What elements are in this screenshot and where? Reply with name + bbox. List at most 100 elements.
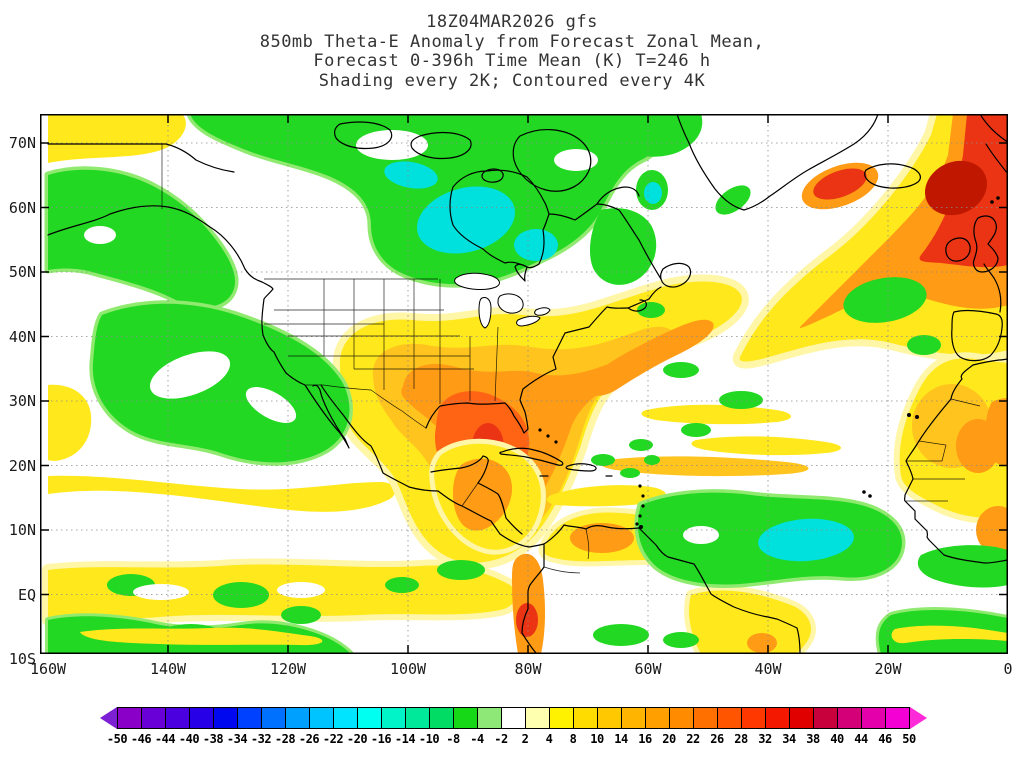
map-graphic: [747, 633, 777, 653]
map-graphic: [644, 182, 662, 204]
map-graphic: [320, 384, 545, 548]
map-graphic: [461, 482, 479, 507]
map-graphic: [538, 428, 542, 432]
colorbar: [100, 707, 927, 729]
map-graphic: [44, 166, 239, 311]
colorbar-segment: [742, 708, 766, 728]
map-graphic: [416, 186, 516, 254]
map-graphic: [494, 326, 499, 402]
map-graphic: [715, 185, 751, 215]
colorbar-tick-label: -28: [274, 732, 296, 746]
theta-e-anomaly-map: [40, 107, 1020, 659]
map-graphic: [213, 582, 269, 608]
map-graphic: [304, 384, 350, 449]
colorbar-tick-label: 10: [590, 732, 604, 746]
colorbar-segment: [382, 708, 406, 728]
chart-title-block: 18Z04MAR2026 gfs 850mb Theta-E Anomaly f…: [0, 12, 1024, 91]
map-graphic: [512, 129, 592, 192]
map-graphic: [641, 504, 645, 508]
map-graphic: [591, 454, 615, 466]
colorbar-segments: [117, 707, 910, 729]
lat-tick-label: 20N: [8, 456, 36, 475]
map-graphic: [452, 458, 513, 531]
colorbar-tick-label: -46: [130, 732, 152, 746]
colorbar-segment: [814, 708, 838, 728]
colorbar-tick-label: -14: [394, 732, 416, 746]
map-graphic: [907, 335, 941, 355]
island-dots: [538, 196, 1000, 529]
map-graphic: [585, 528, 590, 560]
map-graphic: [985, 398, 1008, 466]
colorbar-segment: [550, 708, 574, 728]
map-graphic: [639, 525, 643, 529]
colorbar-tick-label: 50: [902, 732, 916, 746]
colorbar-tick-label: -22: [322, 732, 344, 746]
colorbar-segment: [118, 708, 142, 728]
map-graphic: [449, 169, 598, 269]
map-graphic: [683, 526, 719, 544]
colorbar-tick-label: -2: [494, 732, 508, 746]
colorbar-tick-label: -40: [178, 732, 200, 746]
map-graphic: [481, 168, 504, 183]
colorbar-tick-label: 28: [734, 732, 748, 746]
map-graphic: [425, 298, 650, 434]
map-graphic: [149, 351, 231, 399]
map-graphic: [133, 584, 189, 600]
map-graphic: [48, 114, 186, 163]
map-graphic: [499, 447, 564, 466]
lon-tick-label: 140W: [149, 660, 187, 678]
map-graphic: [903, 364, 1009, 564]
map-graphic: [589, 208, 657, 285]
colorbar-segment: [166, 708, 190, 728]
map-graphic: [47, 143, 235, 173]
colorbar-tick-label: -20: [346, 732, 368, 746]
colorbar-segment: [502, 708, 526, 728]
map-graphic: [277, 582, 325, 598]
colorbar-segment: [454, 708, 478, 728]
colorbar-left-arrow: [100, 707, 117, 729]
colorbar-tick-label: 44: [854, 732, 868, 746]
political-borders: [161, 144, 981, 574]
chart-title: 850mb Theta-E Anomaly from Forecast Zona…: [259, 31, 765, 52]
colorbar-segment: [886, 708, 909, 728]
map-graphic: [543, 524, 801, 655]
map-graphic: [691, 436, 841, 456]
map-graphic: [983, 263, 1002, 313]
colorbar-segment: [838, 708, 862, 728]
lat-tick-label: 40N: [8, 327, 36, 346]
colorbar-tick-label: 34: [782, 732, 796, 746]
map-plot-area: [40, 107, 1020, 659]
map-graphic: [593, 624, 649, 646]
model-run-title: 18Z04MAR2026 gfs: [426, 12, 598, 32]
colorbar-tick-label: 8: [569, 732, 577, 746]
map-graphic: [915, 415, 919, 419]
map-graphic: [546, 485, 666, 507]
map-graphic: [972, 215, 999, 273]
colorbar-segment: [214, 708, 238, 728]
map-graphic: [596, 186, 640, 205]
map-graphic: [676, 113, 879, 211]
map-graphic: [843, 277, 927, 323]
map-graphic: [663, 362, 699, 378]
map-graphic: [478, 297, 492, 329]
colorbar-tick-label: 22: [686, 732, 700, 746]
map-graphic: [663, 632, 699, 648]
lat-tick-label: 10S: [8, 650, 36, 668]
colorbar-tick-label: 14: [614, 732, 628, 746]
map-graphic: [410, 131, 472, 160]
map-graphic: [600, 114, 703, 157]
map-graphic: [516, 315, 541, 327]
colorbar-tick-label: -50: [106, 732, 128, 746]
lon-tick-label: 160W: [29, 660, 67, 678]
map-graphic: [950, 398, 981, 407]
colorbar-tick-label: -38: [202, 732, 224, 746]
map-graphic: [546, 434, 550, 438]
map-graphic: [48, 384, 92, 461]
colorbar-tick-label: 32: [758, 732, 772, 746]
colorbar-segment: [694, 708, 718, 728]
colorbar-segment: [598, 708, 622, 728]
colorbar-tick-label: -10: [418, 732, 440, 746]
colorbar-segment: [862, 708, 886, 728]
map-graphic: [868, 494, 872, 498]
map-graphic: [638, 484, 642, 488]
